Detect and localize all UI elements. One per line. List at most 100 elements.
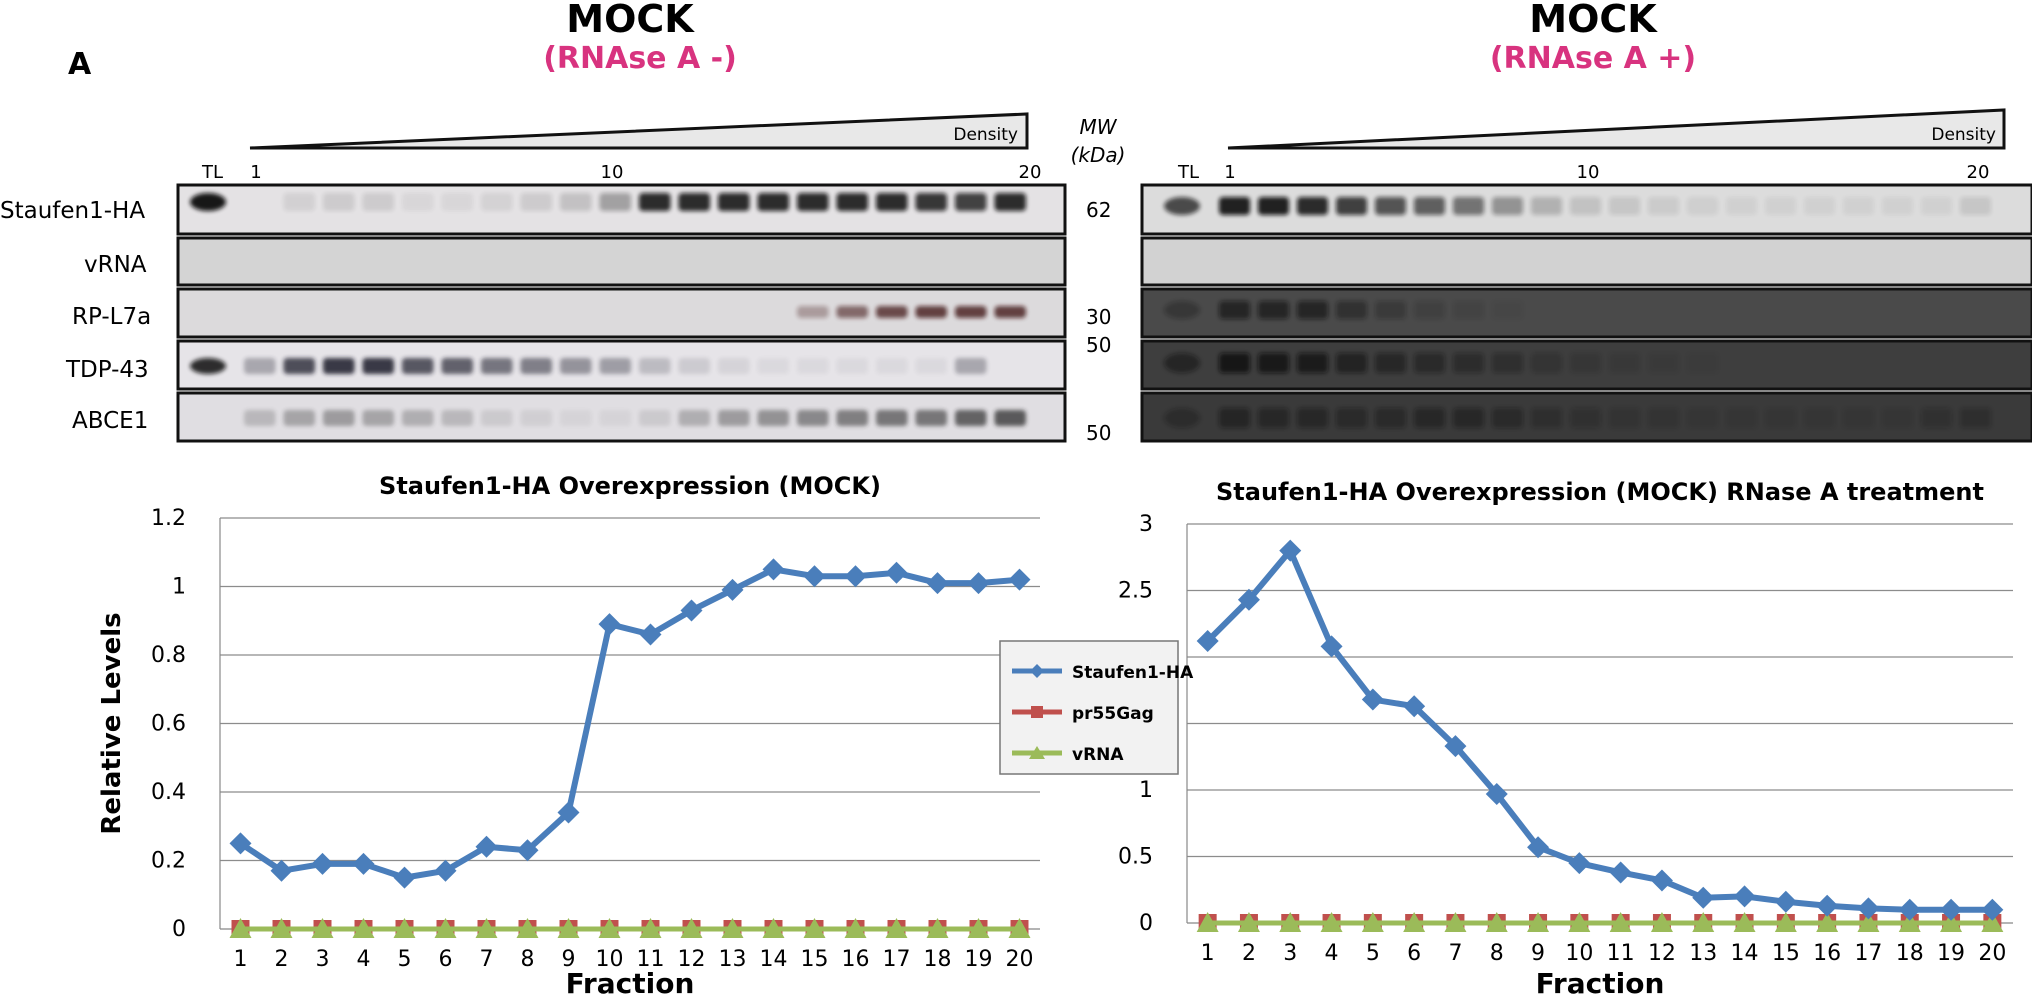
series-marker [1609, 912, 1632, 932]
left-lane-1: 1 [250, 162, 261, 183]
x-tick-label: 5 [1366, 941, 1380, 966]
blot-band [1297, 197, 1328, 215]
series-marker [967, 572, 990, 595]
blot-band [1687, 353, 1718, 373]
chart-title: Staufen1-HA Overexpression (MOCK) [379, 472, 881, 500]
blot-band [1882, 408, 1913, 428]
x-axis-label: Fraction [1536, 967, 1665, 1000]
blot-band [1648, 408, 1679, 428]
y-axis-label: Relative Levels [97, 612, 127, 834]
blot-band [323, 193, 355, 211]
blot-band [323, 358, 355, 374]
left-title: MOCK [566, 0, 695, 41]
right-density-label: Density [1931, 125, 1996, 145]
series-marker [1237, 912, 1260, 932]
series-marker [1609, 861, 1632, 884]
blot-band [876, 306, 908, 318]
blot-row-label-abce1: ABCE1 [72, 408, 148, 434]
blot-band [1843, 197, 1874, 215]
series-marker [762, 558, 785, 581]
blot-band [1258, 301, 1289, 319]
blot-band [1609, 197, 1640, 215]
blot-band [1765, 408, 1796, 428]
series-marker [721, 918, 744, 938]
blot-band [1258, 353, 1289, 373]
right-lane-10: 10 [1577, 162, 1600, 183]
x-tick-label: 18 [924, 947, 952, 972]
blot-band [955, 358, 987, 374]
blot-row-label-rpl7a: RP-L7a [72, 304, 151, 330]
blot-band [797, 193, 829, 211]
series-marker [1485, 782, 1508, 805]
blot-row-label-staufen: Staufen1-HA [0, 198, 145, 224]
series-marker [1568, 852, 1591, 875]
y-tick-label: 0.2 [151, 849, 186, 874]
blot-band [994, 410, 1026, 426]
x-tick-label: 2 [275, 947, 289, 972]
series-marker [1403, 912, 1426, 932]
mw-header: MW [1079, 115, 1117, 139]
series-marker [885, 561, 908, 584]
legend-label-staufen: Staufen1-HA [1072, 663, 1194, 683]
right-lane-20: 20 [1967, 162, 1990, 183]
series-marker [475, 835, 498, 858]
blot-band [955, 193, 987, 211]
x-tick-label: 20 [1006, 947, 1034, 972]
blot-band [190, 193, 226, 211]
x-tick-label: 19 [1937, 941, 1965, 966]
right-blot-vrna [1140, 236, 2032, 287]
series-marker [885, 918, 908, 938]
blot-band [362, 193, 394, 211]
mw-header-unit: (kDa) [1071, 143, 1126, 167]
blot-band [1648, 353, 1679, 373]
series-marker [393, 866, 416, 889]
left-density-wedge [249, 112, 1029, 150]
series-marker [1981, 898, 2004, 921]
mw-value-50-b: 50 [1086, 421, 1111, 445]
chart-rnase: Staufen1-HA Overexpression (MOCK) RNase … [1118, 478, 2013, 1000]
x-tick-label: 1 [234, 947, 248, 972]
y-tick-label: 2.5 [1118, 579, 1153, 604]
series-marker [639, 623, 662, 646]
blot-band [678, 358, 710, 374]
blot-band [1453, 301, 1484, 319]
series-marker [598, 918, 621, 938]
y-tick-label: 0 [172, 917, 186, 942]
series-marker [598, 613, 621, 636]
blot-band [244, 358, 276, 374]
x-tick-label: 8 [1490, 941, 1504, 966]
series-marker [352, 918, 375, 938]
series-marker [967, 918, 990, 938]
series-marker [639, 918, 662, 938]
series-marker [557, 918, 580, 938]
blot-band [876, 410, 908, 426]
series-marker [1008, 568, 1031, 591]
blot-band [639, 358, 671, 374]
blot-band [1570, 353, 1601, 373]
x-tick-label: 7 [480, 947, 494, 972]
blot-band [481, 410, 513, 426]
series-marker [352, 852, 375, 875]
blot-band [1531, 353, 1562, 373]
x-tick-label: 17 [883, 947, 911, 972]
blot-band [283, 358, 315, 374]
blot-band [718, 193, 750, 211]
legend: Staufen1-HA pr55Gag vRNA [999, 640, 1194, 775]
series-marker [1940, 912, 1963, 932]
x-tick-label: 15 [1772, 941, 1800, 966]
x-tick-label: 12 [678, 947, 706, 972]
blot-band [481, 193, 513, 211]
blot-band [1258, 197, 1289, 215]
blot-band [1375, 197, 1406, 215]
x-tick-label: 8 [521, 947, 535, 972]
blot-band [797, 358, 829, 374]
blot-band [994, 306, 1026, 318]
y-tick-label: 0 [1139, 911, 1153, 936]
blot-band [402, 358, 434, 374]
series-marker [1692, 912, 1715, 932]
series-marker [1774, 890, 1797, 913]
y-tick-label: 1.2 [151, 506, 186, 531]
series-marker [1485, 912, 1508, 932]
x-tick-label: 15 [801, 947, 829, 972]
blot-band [520, 410, 552, 426]
